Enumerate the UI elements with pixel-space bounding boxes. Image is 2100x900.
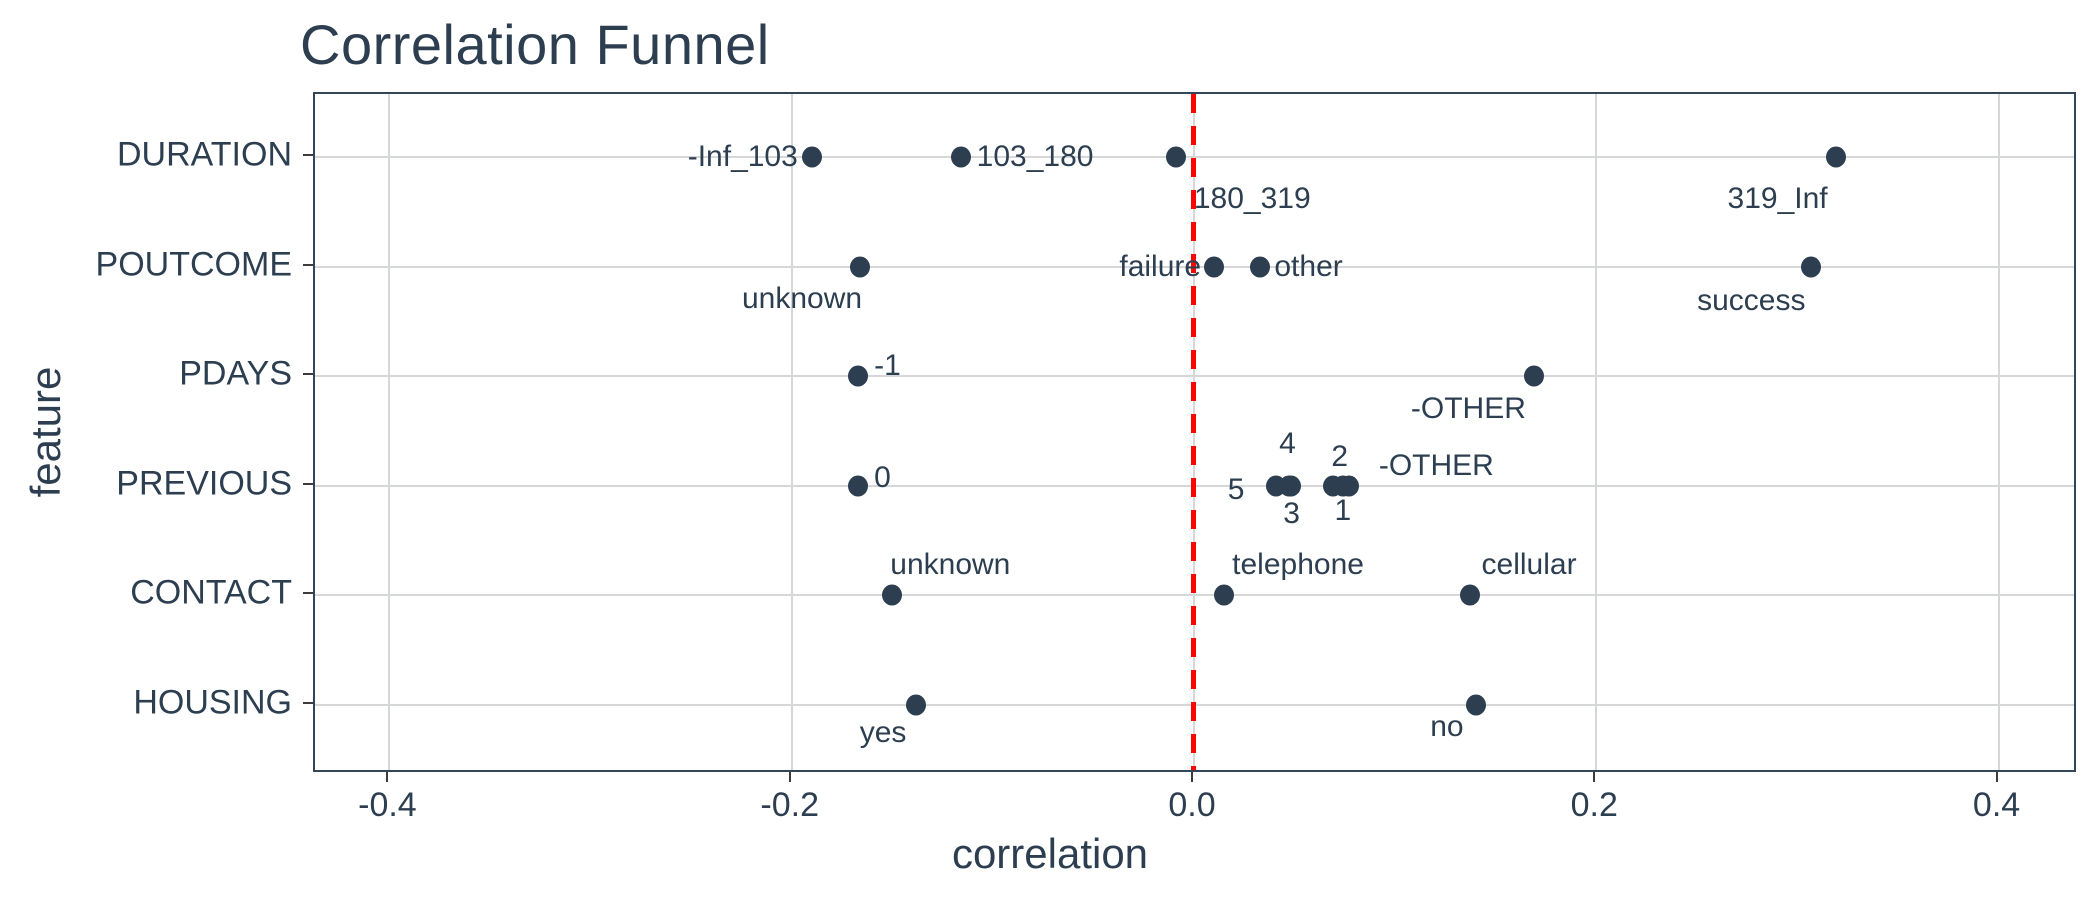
y-axis-tick bbox=[303, 154, 313, 156]
data-point bbox=[1825, 146, 1846, 168]
x-axis-tick bbox=[386, 772, 389, 782]
y-tick-label: PREVIOUS bbox=[116, 464, 292, 503]
data-point bbox=[1465, 694, 1486, 716]
point-label: cellular bbox=[1481, 548, 1577, 582]
point-label: other bbox=[1274, 249, 1343, 283]
data-point bbox=[950, 146, 971, 168]
chart-title: Correlation Funnel bbox=[300, 13, 770, 76]
data-point bbox=[1204, 256, 1225, 278]
point-label: 1 bbox=[1334, 493, 1352, 527]
point-label: 103_180 bbox=[976, 140, 1094, 173]
y-axis-tick bbox=[303, 482, 313, 485]
data-point bbox=[906, 694, 927, 716]
y-tick-label: PDAYS bbox=[179, 354, 292, 393]
gridline-vertical bbox=[790, 94, 793, 770]
point-label: -1 bbox=[874, 349, 901, 383]
gridline-vertical bbox=[1595, 94, 1598, 770]
data-point bbox=[848, 365, 869, 387]
y-axis-tick bbox=[303, 373, 313, 376]
point-label: unknown bbox=[741, 281, 863, 315]
data-point bbox=[1214, 584, 1235, 606]
y-tick-label: CONTACT bbox=[130, 573, 292, 612]
point-label: -OTHER bbox=[1410, 392, 1526, 426]
point-label: 180_319 bbox=[1193, 182, 1311, 215]
point-label: -Inf_103 bbox=[687, 140, 798, 173]
point-label: success bbox=[1697, 283, 1806, 317]
point-label: 319_Inf bbox=[1727, 182, 1828, 215]
gridline-vertical bbox=[1997, 94, 2000, 770]
zero-correlation-line bbox=[1191, 94, 1197, 770]
data-point bbox=[1280, 475, 1301, 497]
x-tick-label: 0.0 bbox=[1168, 786, 1216, 824]
y-axis-tick bbox=[303, 702, 313, 704]
y-tick-label: DURATION bbox=[116, 135, 292, 174]
data-point bbox=[1801, 256, 1822, 278]
y-axis-tick bbox=[303, 263, 313, 266]
y-tick-label: POUTCOME bbox=[95, 245, 292, 284]
point-label: 3 bbox=[1283, 496, 1300, 530]
x-axis-tick bbox=[1995, 772, 1998, 782]
point-label: unknown bbox=[890, 548, 1011, 582]
data-point bbox=[1523, 365, 1544, 387]
data-point bbox=[882, 584, 903, 606]
y-axis-tick bbox=[303, 592, 313, 595]
data-point bbox=[801, 146, 822, 168]
point-label: 5 bbox=[1227, 472, 1245, 506]
x-tick-label: 0.2 bbox=[1570, 786, 1618, 824]
data-point bbox=[1459, 584, 1480, 606]
data-point bbox=[848, 475, 869, 497]
data-point bbox=[1165, 146, 1186, 168]
point-label: telephone bbox=[1232, 548, 1364, 582]
point-label: yes bbox=[859, 716, 907, 749]
x-tick-label: -0.4 bbox=[358, 786, 417, 824]
data-point bbox=[850, 256, 871, 278]
y-tick-label: HOUSING bbox=[133, 683, 292, 722]
data-point bbox=[1250, 256, 1271, 278]
x-axis-tick bbox=[1190, 772, 1193, 782]
x-axis-tick bbox=[1593, 772, 1596, 782]
point-label: 0 bbox=[874, 460, 891, 494]
x-tick-label: 0.4 bbox=[1972, 786, 2021, 824]
x-axis-title: correlation bbox=[951, 830, 1149, 877]
x-tick-label: -0.2 bbox=[760, 786, 819, 824]
point-label: 2 bbox=[1331, 439, 1349, 473]
point-label: failure bbox=[1119, 249, 1202, 283]
gridline-vertical bbox=[388, 94, 391, 770]
data-point bbox=[1338, 475, 1359, 497]
point-label: 4 bbox=[1279, 426, 1296, 460]
point-label: -OTHER bbox=[1378, 448, 1494, 482]
y-axis-title: feature bbox=[22, 366, 69, 498]
point-label: no bbox=[1430, 710, 1464, 743]
x-axis-tick bbox=[788, 772, 791, 782]
